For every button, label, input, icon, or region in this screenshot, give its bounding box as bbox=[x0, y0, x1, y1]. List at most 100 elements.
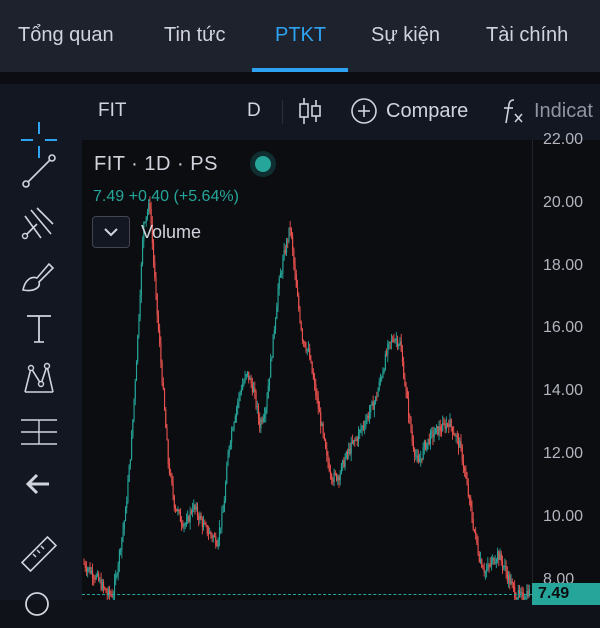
candle-body bbox=[393, 340, 395, 342]
candle-body bbox=[511, 581, 513, 584]
candle-body bbox=[421, 458, 423, 460]
candle-body bbox=[492, 557, 494, 561]
tab-technical-analysis[interactable]: PTKT bbox=[275, 24, 327, 46]
candle-body bbox=[245, 374, 247, 377]
candle-body bbox=[227, 455, 229, 467]
candle-body bbox=[522, 592, 524, 600]
candle-body bbox=[469, 496, 471, 498]
candle-body bbox=[185, 520, 188, 524]
candle-body bbox=[188, 516, 190, 523]
candle-body bbox=[375, 396, 377, 403]
compare-button[interactable]: Compare bbox=[350, 96, 468, 126]
candle-body bbox=[466, 478, 468, 485]
tab-news[interactable]: Tin tức bbox=[164, 24, 226, 46]
candle-body bbox=[267, 385, 269, 398]
brush-icon[interactable] bbox=[17, 254, 61, 298]
candle-body bbox=[156, 293, 158, 316]
candle-body bbox=[316, 395, 318, 398]
candle-body bbox=[414, 449, 416, 456]
candle-body bbox=[381, 377, 383, 379]
candle-body bbox=[400, 341, 402, 352]
ruler-icon[interactable] bbox=[17, 532, 61, 576]
candle-body bbox=[204, 522, 206, 525]
symbol-search-button[interactable]: FIT bbox=[98, 100, 127, 121]
bar-style-candles-icon[interactable] bbox=[297, 96, 323, 126]
tab-financials[interactable]: Tài chính bbox=[486, 24, 569, 46]
candle-body bbox=[138, 317, 140, 336]
candle-body bbox=[383, 369, 385, 373]
candle-body bbox=[494, 562, 496, 564]
candle-body bbox=[458, 436, 460, 448]
candle-body bbox=[123, 521, 125, 530]
candle-body bbox=[140, 264, 142, 296]
legend-change-percent: (+5.64%) bbox=[173, 188, 239, 205]
candle-body bbox=[228, 446, 230, 456]
market-status-dot[interactable] bbox=[255, 156, 271, 172]
candle-body bbox=[490, 560, 493, 565]
candle-body bbox=[139, 295, 141, 318]
candle-body bbox=[104, 587, 106, 589]
fib-retracement-icon[interactable] bbox=[17, 410, 61, 454]
candle-body bbox=[431, 431, 433, 433]
candle-body bbox=[506, 572, 508, 581]
candle-body bbox=[512, 583, 515, 587]
candle-body bbox=[336, 473, 338, 481]
arrow-back-icon[interactable] bbox=[17, 462, 61, 506]
candle-body bbox=[427, 438, 429, 443]
candle-body bbox=[438, 426, 440, 435]
candle-body bbox=[477, 542, 479, 554]
candle-body bbox=[264, 414, 266, 418]
indicators-button[interactable]: Indicat bbox=[500, 96, 593, 126]
candle-body bbox=[189, 511, 191, 523]
candle-body bbox=[505, 566, 507, 573]
candle-body bbox=[305, 346, 307, 351]
magnify-icon[interactable] bbox=[17, 584, 61, 628]
candle-body bbox=[249, 378, 251, 380]
candle-body bbox=[384, 354, 386, 370]
candle-body bbox=[520, 591, 522, 594]
candle-body bbox=[318, 408, 321, 413]
candle-body bbox=[410, 417, 412, 432]
candle-body bbox=[114, 580, 116, 597]
candle-body bbox=[211, 534, 213, 538]
candle-body bbox=[394, 339, 396, 342]
trend-line-icon[interactable] bbox=[17, 149, 61, 193]
price-chart-area[interactable] bbox=[82, 140, 532, 600]
candle-body bbox=[127, 481, 129, 502]
pattern-icon[interactable] bbox=[17, 358, 61, 402]
candle-body bbox=[149, 203, 151, 209]
candle-body bbox=[387, 343, 389, 355]
candle-body bbox=[504, 566, 506, 568]
candle-body bbox=[403, 361, 405, 379]
price-axis[interactable]: 22.00 20.00 18.00 16.00 14.00 12.00 10.0… bbox=[532, 131, 600, 600]
candle-body bbox=[154, 262, 156, 278]
candle-body bbox=[289, 227, 291, 229]
candle-body bbox=[215, 536, 217, 546]
interval-button[interactable]: D bbox=[247, 100, 261, 121]
tab-overview[interactable]: Tổng quan bbox=[18, 24, 114, 46]
candle-body bbox=[200, 515, 202, 520]
candle-body bbox=[248, 371, 250, 380]
crosshair-icon[interactable] bbox=[17, 118, 61, 162]
candle-body bbox=[361, 426, 363, 430]
candle-body bbox=[222, 511, 224, 513]
candle-body bbox=[109, 589, 111, 595]
candle-body bbox=[271, 357, 273, 360]
candle-body bbox=[257, 406, 260, 419]
candle-body bbox=[175, 507, 177, 509]
candle-body bbox=[498, 551, 500, 560]
volume-collapse-button[interactable] bbox=[92, 216, 130, 248]
legend-price-row: 7.49 +0.40 (+5.64%) bbox=[93, 188, 239, 206]
candle-body bbox=[260, 419, 262, 429]
candle-body bbox=[409, 416, 411, 418]
candle-body bbox=[207, 533, 210, 535]
candle-body bbox=[145, 216, 147, 222]
pitchfork-icon[interactable] bbox=[17, 202, 61, 246]
tab-events[interactable]: Sự kiện bbox=[371, 24, 440, 46]
candle-body bbox=[366, 415, 368, 421]
y-tick-label: 20.00 bbox=[543, 194, 584, 211]
candle-body bbox=[292, 236, 294, 250]
candle-body bbox=[442, 423, 444, 431]
text-icon[interactable] bbox=[17, 306, 61, 350]
candle-body bbox=[171, 474, 173, 484]
